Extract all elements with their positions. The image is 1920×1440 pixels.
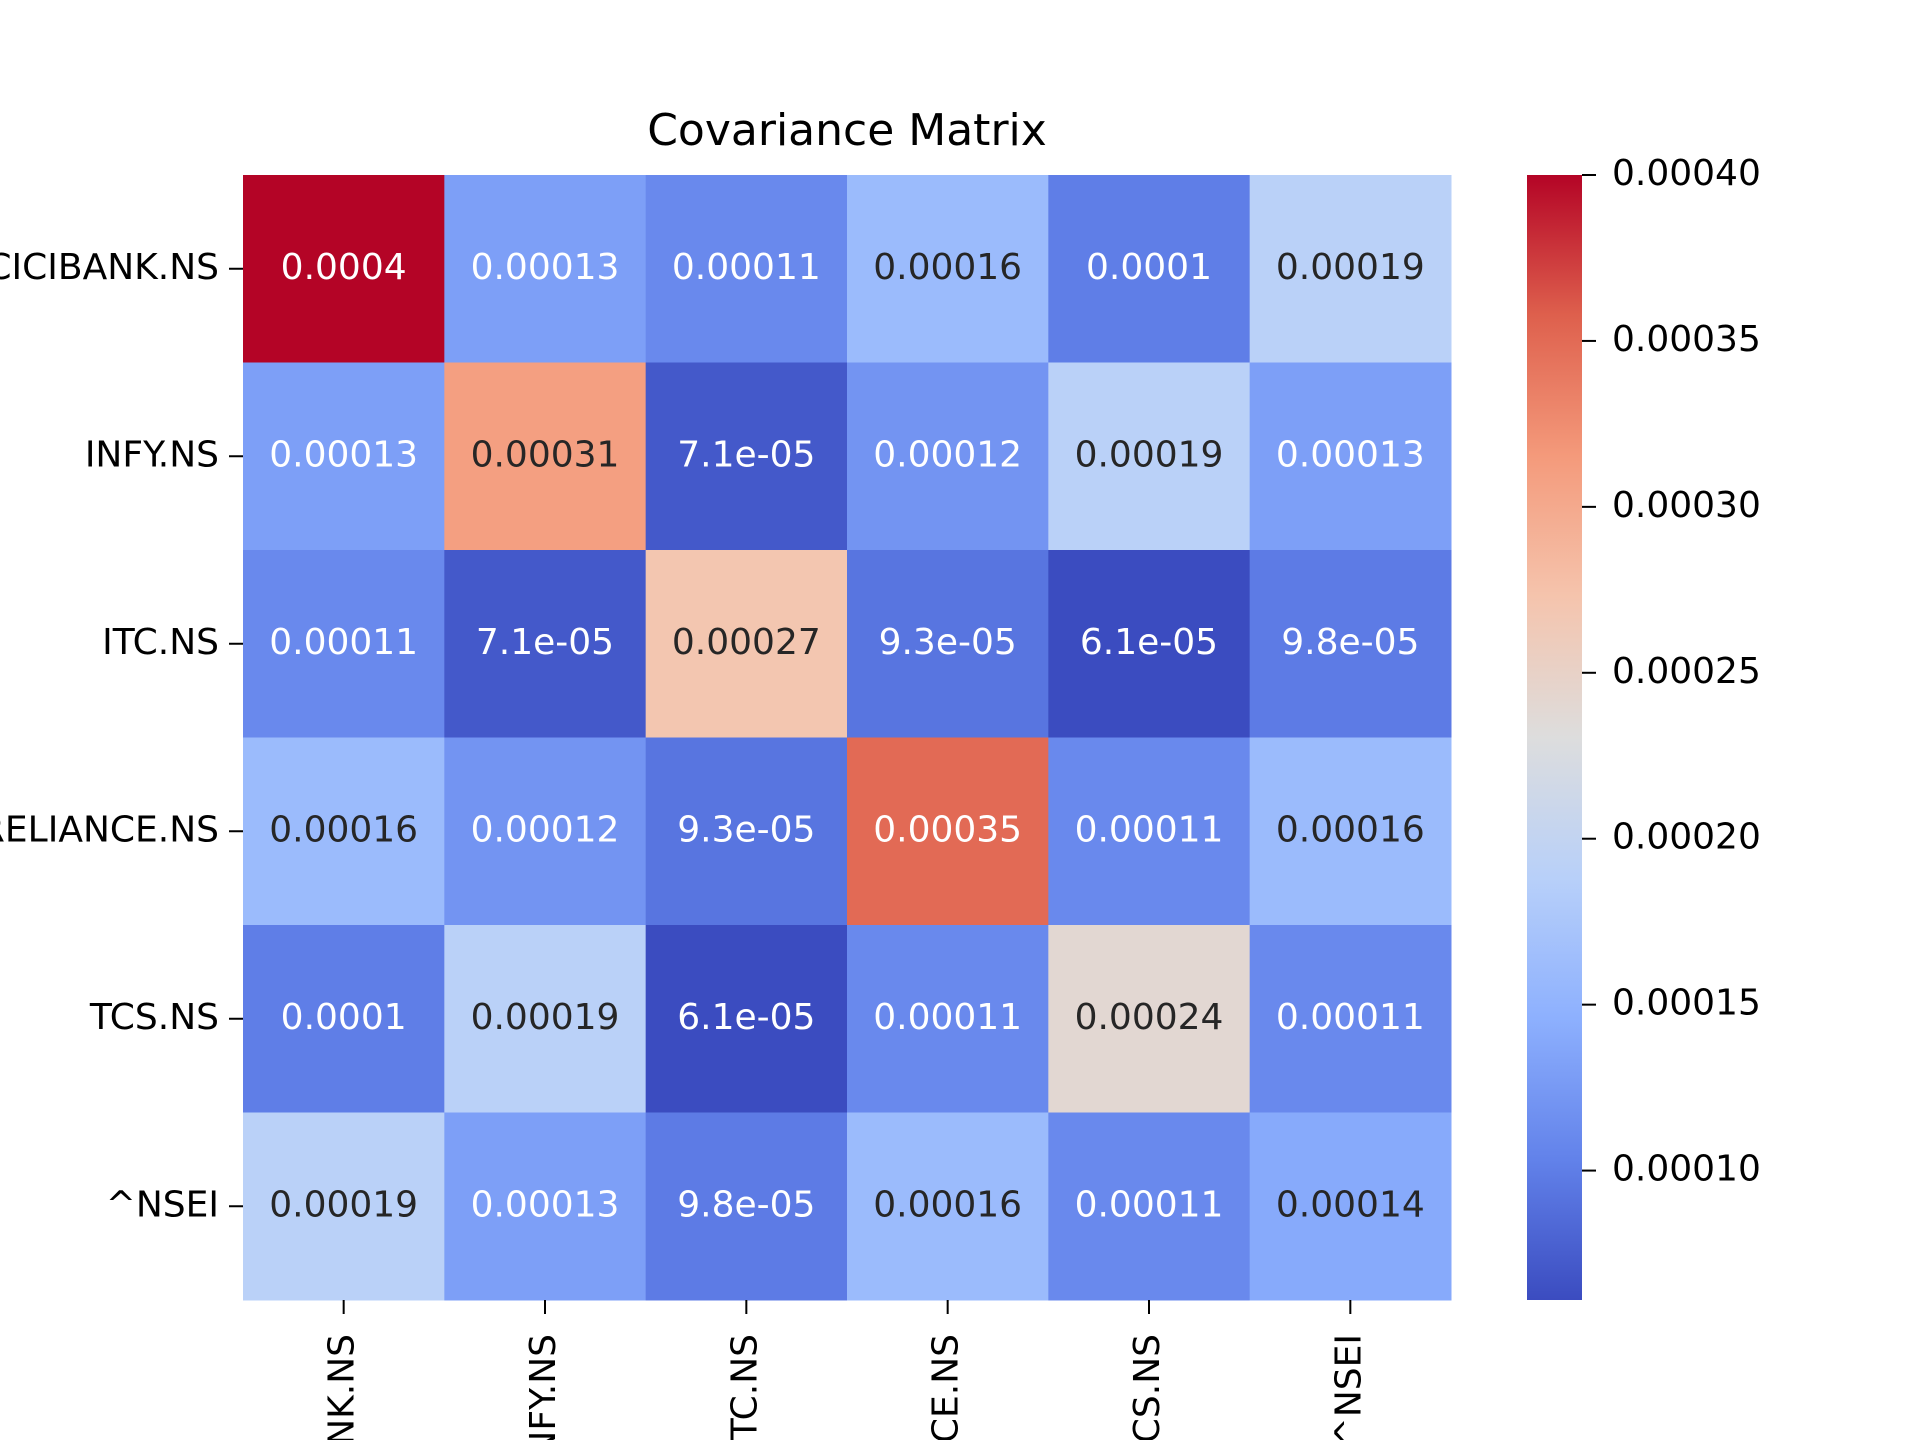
cell <box>1048 925 1251 1113</box>
colorbar-tick-label: 0.00015 <box>1612 983 1761 1024</box>
cell-label: 0.00011 <box>269 622 418 663</box>
cell <box>444 550 647 738</box>
cell-label: 0.00016 <box>1276 809 1425 850</box>
cell-label: 0.00012 <box>471 809 620 850</box>
colorbar-tick-label: 0.00020 <box>1612 817 1761 858</box>
cell <box>1048 362 1251 551</box>
cell-label: 0.00027 <box>672 622 821 663</box>
cell-label: 9.3e-05 <box>879 622 1017 663</box>
cell <box>847 925 1049 1113</box>
y-tick-label: RELIANCE.NS <box>0 809 219 850</box>
cell <box>243 925 445 1113</box>
cell-label: 7.1e-05 <box>677 434 815 475</box>
cell <box>645 550 848 738</box>
cell <box>847 550 1049 738</box>
cell-label: 0.00011 <box>1276 997 1425 1038</box>
cell-label: 7.1e-05 <box>476 622 614 663</box>
x-tick-label: INFY.NS <box>523 1334 564 1440</box>
cell-label: 9.3e-05 <box>677 809 815 850</box>
cell <box>1048 550 1251 738</box>
colorbar <box>1527 175 1582 1300</box>
x-tick-label: ^NSEI <box>1328 1334 1369 1440</box>
cell <box>847 362 1049 551</box>
cell <box>243 175 445 363</box>
colorbar-tick-label: 0.00010 <box>1612 1149 1761 1190</box>
colorbar-tick-label: 0.00025 <box>1612 651 1761 692</box>
cell <box>243 550 445 738</box>
cell-label: 6.1e-05 <box>677 997 815 1038</box>
cell-label: 0.00013 <box>269 434 418 475</box>
y-tick-label: ^NSEI <box>106 1184 219 1225</box>
cell <box>444 175 647 363</box>
cell <box>243 1112 445 1301</box>
cell <box>1249 362 1452 551</box>
cell <box>1048 175 1251 363</box>
cell-label: 0.00011 <box>672 247 821 288</box>
cell-label: 0.0001 <box>281 997 407 1038</box>
y-tick-label: ITC.NS <box>102 622 219 663</box>
cell <box>645 1112 848 1301</box>
cell <box>444 737 647 926</box>
cell <box>1048 1112 1251 1301</box>
cell <box>243 362 445 551</box>
cell <box>1249 1112 1452 1301</box>
cell-label: 0.00016 <box>873 1184 1022 1225</box>
cell-label: 6.1e-05 <box>1080 622 1218 663</box>
y-tick-label: INFY.NS <box>85 434 219 475</box>
cell-label: 0.00011 <box>1075 1184 1224 1225</box>
cell-label: 0.00011 <box>873 997 1022 1038</box>
cell-label: 0.00013 <box>471 247 620 288</box>
cell <box>847 737 1049 926</box>
cell <box>444 1112 647 1301</box>
cell <box>645 737 848 926</box>
cell-label: 0.00031 <box>471 434 620 475</box>
x-tick-label: TCS.NS <box>1127 1334 1168 1440</box>
colorbar-tick-label: 0.00040 <box>1612 153 1761 194</box>
cell <box>1249 550 1452 738</box>
y-tick-label: TCS.NS <box>89 997 219 1038</box>
cell <box>645 175 848 363</box>
cell-label: 0.00013 <box>1276 434 1425 475</box>
cell <box>444 925 647 1113</box>
cell-label: 0.0004 <box>281 247 407 288</box>
cell-label: 0.0001 <box>1086 247 1212 288</box>
cell-label: 0.00014 <box>1276 1184 1425 1225</box>
cell <box>1249 737 1452 926</box>
cell <box>645 925 848 1113</box>
cell-label: 0.00024 <box>1075 997 1224 1038</box>
cell-label: 0.00011 <box>1075 809 1224 850</box>
cell <box>243 737 445 926</box>
cell-label: 0.00035 <box>873 809 1022 850</box>
cell-label: 0.00016 <box>269 809 418 850</box>
chart-title: Covariance Matrix <box>647 105 1047 156</box>
cell <box>1249 175 1452 363</box>
colorbar-tick-label: 0.00035 <box>1612 319 1761 360</box>
cell-label: 0.00016 <box>873 247 1022 288</box>
x-tick-label: ITC.NS <box>724 1334 765 1440</box>
cell <box>847 1112 1049 1301</box>
colorbar-tick-label: 0.00030 <box>1612 485 1761 526</box>
cell-label: 0.00013 <box>471 1184 620 1225</box>
cell <box>444 362 647 551</box>
cell-label: 0.00019 <box>471 997 620 1038</box>
cell <box>847 175 1049 363</box>
cell-label: 0.00019 <box>269 1184 418 1225</box>
cell-label: 0.00012 <box>873 434 1022 475</box>
cell <box>645 362 848 551</box>
cell-label: 0.00019 <box>1276 247 1425 288</box>
x-tick-label: RELIANCE.NS <box>926 1334 967 1440</box>
y-tick-label: ICICIBANK.NS <box>0 247 219 288</box>
cell-label: 9.8e-05 <box>677 1184 815 1225</box>
x-tick-label: ICICIBANK.NS <box>322 1334 363 1440</box>
cell-label: 9.8e-05 <box>1281 622 1419 663</box>
cell <box>1249 925 1452 1113</box>
cell-label: 0.00019 <box>1075 434 1224 475</box>
cell <box>1048 737 1251 926</box>
